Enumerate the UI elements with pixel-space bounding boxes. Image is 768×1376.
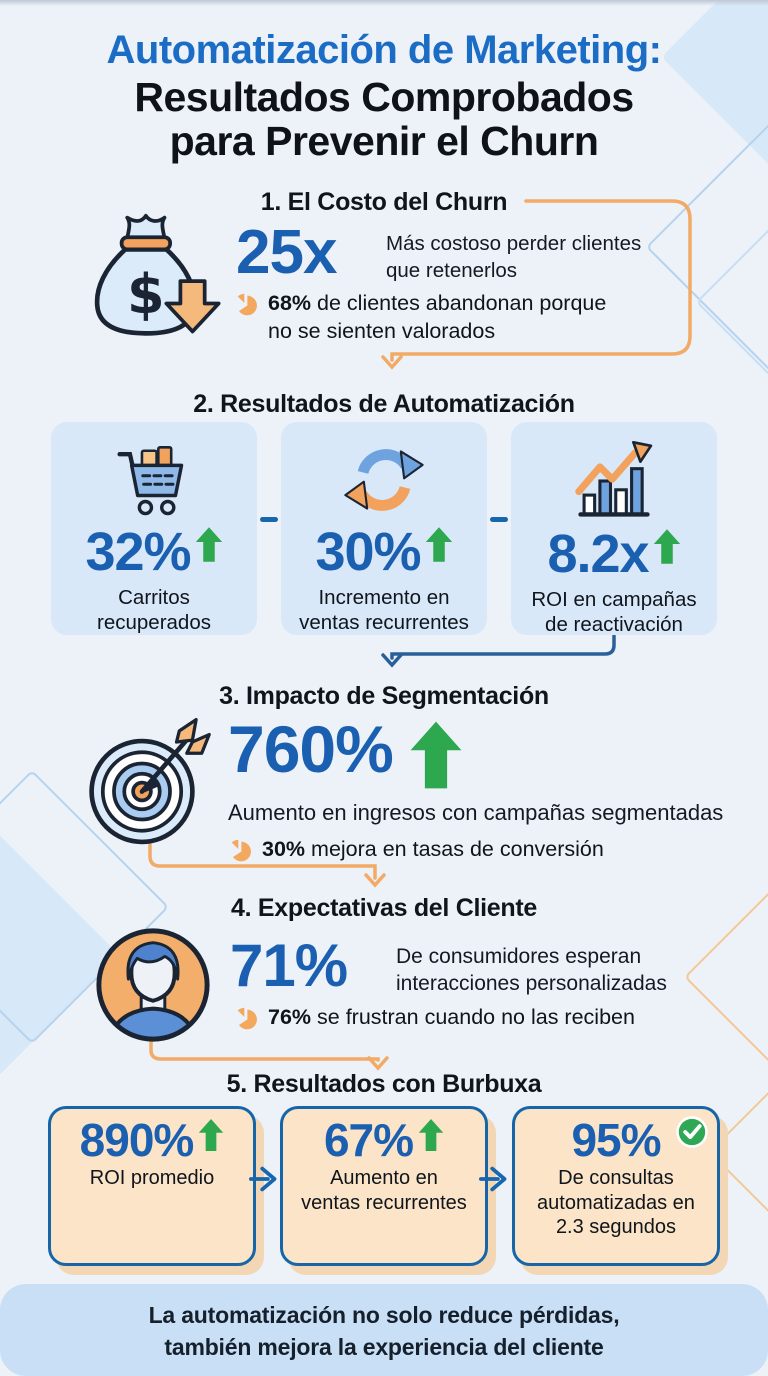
section4-substat: 76% se frustran cuando no las reciben (234, 1004, 694, 1032)
shopping-cart-icon (111, 437, 197, 523)
pie-chart-icon (234, 293, 259, 318)
burbuxa-card-consultas: 95% De consultas automatizadas en 2.3 se… (512, 1106, 720, 1266)
green-up-arrow-icon (198, 1117, 224, 1153)
card-stat-value: 95% (571, 1114, 661, 1166)
card-label: Aumento en ventas recurrentes (301, 1167, 467, 1214)
target-icon (86, 712, 212, 857)
card-stat-value: 8.2x (547, 524, 649, 584)
section4-stat-desc: De consumidores esperan interacciones pe… (396, 945, 667, 995)
result-card-carritos: 32% Carritos recuperados (51, 422, 257, 635)
card-label: De consultas automatizadas en 2.3 segund… (537, 1167, 695, 1238)
card-link-dash (490, 517, 508, 522)
card-label: ROI promedio (89, 1167, 215, 1189)
footer-banner: La automatización no solo reduce pérdida… (0, 1284, 768, 1376)
section3-substat-value: 30% (262, 837, 306, 861)
results-cards-row: 32% Carritos recuperados 30% (51, 422, 717, 636)
section4-substat-value: 76% (268, 1005, 312, 1029)
burbuxa-cards-row: 890% ROI promedio 67% Aumento en ventas … (48, 1106, 720, 1266)
footer-text: La automatización no solo reduce pérdida… (148, 1302, 620, 1360)
section4-stat-value: 71% (230, 932, 348, 999)
section3-heading: 3. Impacto de Segmentación (219, 682, 549, 710)
section1-substat-value: 68% (268, 291, 312, 315)
card-label: Incremento en ventas recurrentes (299, 586, 469, 634)
arrow-down-icon (367, 1056, 389, 1071)
section1-substat: 68% de clientes abandonan porque no se s… (234, 290, 654, 345)
section3-stat-desc: Aumento en ingresos con campañas segment… (228, 800, 724, 825)
section1-stat-desc: Más costoso perder clientes que retenerl… (386, 232, 642, 282)
section2-heading: 2. Resultados de Automatización (193, 390, 575, 418)
burbuxa-card-roi: 890% ROI promedio (48, 1106, 256, 1266)
section3-substat: 30% mejora en tasas de conversión (228, 836, 668, 864)
arrow-down-icon (364, 873, 386, 888)
check-badge-icon (675, 1115, 709, 1149)
result-card-roi: 8.2x ROI en campañas de reactivación (511, 422, 717, 636)
page-title-line1: Automatización de Marketing: (106, 28, 662, 72)
card-stat-value: 890% (79, 1114, 195, 1166)
money-bag-icon: $ (88, 210, 228, 341)
connector-section2-to-3 (381, 634, 616, 668)
card-label: Carritos recuperados (97, 586, 211, 634)
section5-heading: 5. Resultados con Burbuxa (226, 1070, 542, 1098)
green-up-arrow-icon (653, 527, 681, 566)
section1-stat-value: 25x (236, 218, 337, 287)
growth-chart-icon (570, 437, 658, 525)
card-stat-value: 32% (85, 522, 191, 582)
arrow-down-icon (381, 355, 403, 370)
green-up-arrow-icon (425, 525, 453, 564)
page-title-line3: para Prevenir el Churn (169, 118, 599, 164)
svg-text:$: $ (127, 263, 165, 326)
card-stat-value: 67% (323, 1114, 414, 1166)
page-title-line2: Resultados Comprobados (134, 74, 634, 120)
top-edge-strip (0, 0, 768, 6)
right-arrow-icon (479, 1162, 513, 1196)
card-label: ROI en campañas de reactivación (531, 588, 697, 636)
result-card-ventas: 30% Incremento en ventas recurrentes (281, 422, 487, 635)
pie-chart-icon (228, 839, 253, 864)
green-up-arrow-icon (195, 525, 223, 564)
arrow-down-icon (381, 653, 403, 668)
section4-heading: 4. Expectativas del Cliente (231, 894, 537, 922)
card-stat-value: 30% (315, 522, 421, 582)
section4-substat-text: 76% se frustran cuando no las reciben (268, 1005, 635, 1029)
section3-stat: 760% (228, 716, 463, 792)
card-link-dash (260, 517, 278, 522)
section3-substat-text: 30% mejora en tasas de conversión (262, 837, 604, 861)
person-avatar-icon (92, 924, 214, 1046)
section1-substat-text: 68% de clientes abandonan porque no se s… (268, 291, 607, 343)
green-up-arrow-icon (409, 718, 463, 792)
green-up-arrow-icon (418, 1117, 444, 1153)
sync-arrows-icon (342, 437, 426, 523)
right-arrow-icon (249, 1162, 283, 1196)
pie-chart-icon (234, 1007, 259, 1032)
burbuxa-card-ventas: 67% Aumento en ventas recurrentes (280, 1106, 488, 1266)
section3-stat-value: 760% (228, 712, 394, 786)
